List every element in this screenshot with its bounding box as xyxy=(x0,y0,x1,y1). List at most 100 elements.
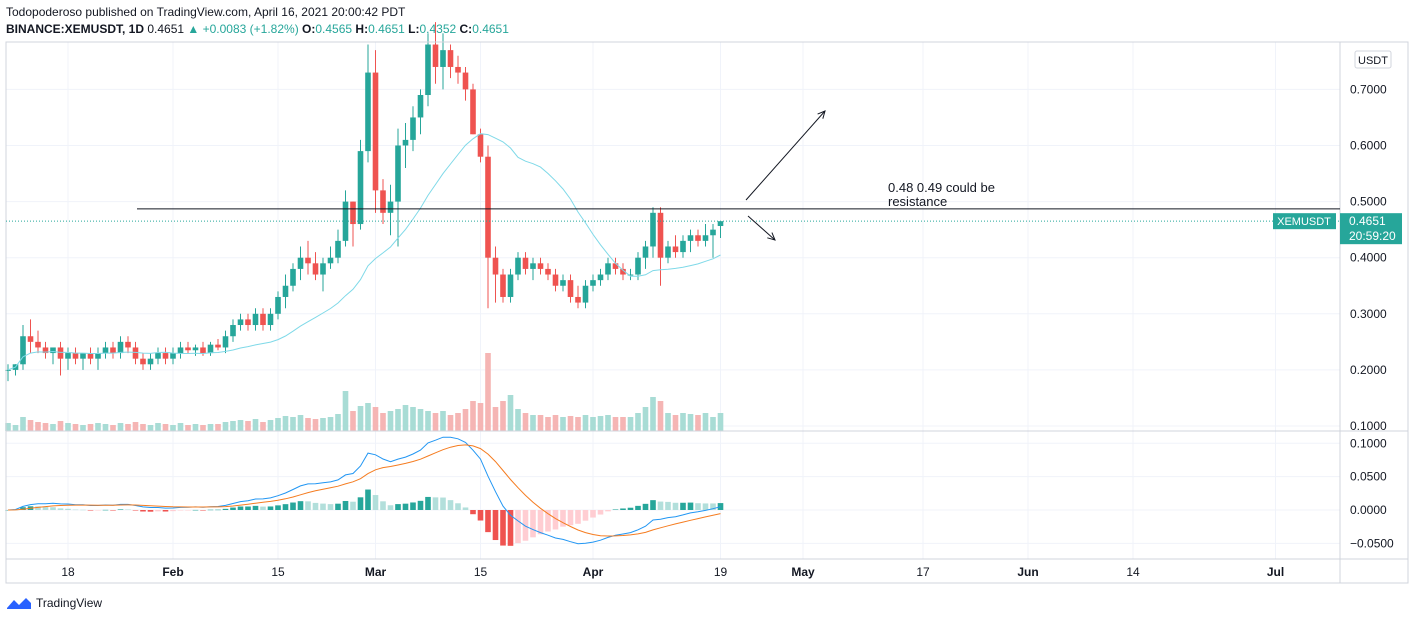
macd-histogram-bar xyxy=(267,506,274,510)
candle-body xyxy=(702,235,709,241)
volume-bar xyxy=(215,424,221,431)
candle-body xyxy=(80,353,86,359)
signal-line xyxy=(7,444,721,537)
macd-tick-label: 0.0500 xyxy=(1350,470,1387,484)
candle-body xyxy=(72,353,79,359)
macd-histogram-bar xyxy=(695,503,701,510)
candle-body xyxy=(417,95,424,118)
macd-histogram-bar xyxy=(365,489,371,510)
candle-body xyxy=(380,190,386,213)
macd-histogram-bar xyxy=(380,501,386,510)
macd-histogram-bar xyxy=(470,510,476,515)
macd-histogram-bar xyxy=(207,509,214,511)
volume-bar xyxy=(297,415,304,431)
volume-bar xyxy=(35,422,41,431)
candle-body xyxy=(27,336,34,342)
volume-bar xyxy=(5,423,11,431)
candle-body xyxy=(275,296,281,314)
macd-histogram-bar xyxy=(620,508,626,510)
volume-bar xyxy=(207,424,214,431)
candle-body xyxy=(395,145,401,202)
volume-bar xyxy=(12,425,19,431)
candle-body xyxy=(117,341,124,354)
candle-body xyxy=(560,280,566,286)
tradingview-logo[interactable]: TradingView xyxy=(6,596,102,610)
macd-histogram-bar xyxy=(50,507,56,510)
macd-histogram-bar xyxy=(275,505,281,510)
candle-body xyxy=(87,353,94,359)
candle-body xyxy=(237,319,244,326)
macd-histogram-bar xyxy=(717,503,724,510)
volume-bar xyxy=(680,413,686,431)
time-tick-label: 18 xyxy=(61,565,75,579)
symbol-line: BINANCE:XEMUSDT, 1D 0.4651 ▲ +0.0083 (+1… xyxy=(6,22,509,36)
volume-bar xyxy=(590,417,596,431)
price-tick-label: 0.6000 xyxy=(1350,139,1387,153)
candle-body xyxy=(515,257,521,275)
volume-bar xyxy=(612,417,619,431)
volume-bar xyxy=(267,420,274,431)
close-label: C: xyxy=(459,22,473,36)
volume-bar xyxy=(162,424,169,431)
volume-bar xyxy=(80,425,86,431)
price-tick-label: 0.3000 xyxy=(1350,307,1387,321)
candle-body xyxy=(440,50,446,67)
macd-tick-label: −0.0500 xyxy=(1350,536,1394,550)
candle-body xyxy=(672,246,679,253)
price-tick-label: 0.4000 xyxy=(1350,251,1387,265)
macd-histogram-bar xyxy=(335,503,341,510)
candle-body xyxy=(327,257,334,264)
volume-bar xyxy=(717,413,724,431)
macd-histogram-bar xyxy=(35,506,41,510)
macd-histogram-bar xyxy=(432,497,439,510)
candle-body xyxy=(5,369,11,371)
candle-body xyxy=(20,336,26,365)
macd-histogram-bar xyxy=(395,504,401,510)
volume-bar xyxy=(305,418,311,431)
candle-body xyxy=(530,263,536,269)
close-value: 0.4651 xyxy=(472,22,509,36)
candle-body xyxy=(627,274,634,276)
macd-histogram-bar xyxy=(590,510,596,518)
macd-tick-label: 0.0000 xyxy=(1350,503,1387,517)
candle-body xyxy=(222,336,229,348)
macd-histogram-bar xyxy=(57,508,64,510)
candle-body xyxy=(485,156,491,258)
volume-bar xyxy=(687,414,694,431)
macd-histogram-bar xyxy=(327,504,334,510)
candle-body xyxy=(507,274,514,297)
time-tick-label: 14 xyxy=(1126,565,1140,579)
macd-histogram-bar xyxy=(440,497,446,510)
open-label: O: xyxy=(302,22,316,36)
volume-bar xyxy=(245,421,251,431)
macd-histogram-bar xyxy=(642,503,649,510)
macd-histogram-bar xyxy=(5,510,11,511)
volume-bar xyxy=(350,411,356,431)
annotation-line2: resistance xyxy=(888,194,947,209)
candle-body xyxy=(177,347,184,354)
volume-bar xyxy=(410,407,416,431)
down-arrow xyxy=(747,215,776,241)
volume-bar xyxy=(110,425,116,431)
volume-bar xyxy=(440,411,446,431)
volume-bar xyxy=(335,414,341,431)
candle-body xyxy=(132,347,139,359)
candle-body xyxy=(545,268,551,275)
volume-bar xyxy=(575,417,581,431)
candle-body xyxy=(567,280,574,297)
macd-histogram-bar xyxy=(627,507,634,510)
volume-bar xyxy=(237,420,244,431)
candle-body xyxy=(522,257,529,269)
macd-histogram-bar xyxy=(155,510,161,512)
macd-histogram-bar xyxy=(147,510,154,512)
volume-bar xyxy=(567,416,574,431)
macd-histogram-bar xyxy=(402,503,409,510)
candle-body xyxy=(680,240,686,253)
candle-body xyxy=(357,151,364,225)
volume-bar xyxy=(125,424,131,431)
macd-histogram-bar xyxy=(185,510,191,511)
symbol-name[interactable]: BINANCE:XEMUSDT, 1D xyxy=(6,22,145,36)
candle-body xyxy=(140,358,146,365)
macd-histogram-bar xyxy=(117,509,124,510)
